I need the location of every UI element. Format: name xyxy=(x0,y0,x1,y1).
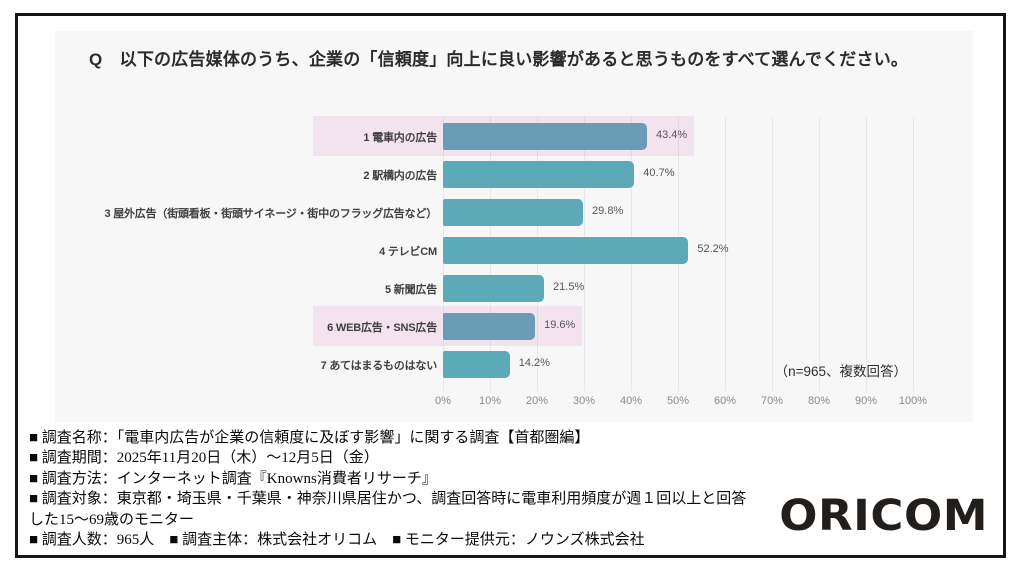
category-label: 3 屋外広告（街頭看板・街頭サイネージ・街中のフラッグ広告など） xyxy=(104,208,437,220)
x-axis-tick-label: 80% xyxy=(807,395,831,407)
bar-value-label: 19.6% xyxy=(544,319,576,331)
chart-panel xyxy=(55,31,973,422)
category-label: 4 テレビCM xyxy=(379,246,437,258)
x-axis-tick-label: 10% xyxy=(478,395,502,407)
footer-line: ■ 調査対象：東京都・埼玉県・千葉県・神奈川県居住かつ、調査回答時に電車利用頻度… xyxy=(29,491,747,508)
bar xyxy=(443,312,536,340)
x-axis-tick-label: 30% xyxy=(572,395,596,407)
bar-value-label: 29.8% xyxy=(592,205,624,217)
x-gridline xyxy=(772,117,773,391)
x-axis-tick-label: 70% xyxy=(760,395,784,407)
bar xyxy=(443,350,510,378)
x-axis-tick-label: 60% xyxy=(713,395,737,407)
x-gridline xyxy=(866,117,867,391)
footer-line: ■ 調査期間：2025年11月20日（木）～12月5日（金） xyxy=(29,450,379,467)
sample-size-note: （n=965、複数回答） xyxy=(774,364,907,379)
category-label: 6 WEB広告・SNS広告 xyxy=(327,322,437,334)
x-gridline xyxy=(913,117,914,391)
bar xyxy=(443,122,647,150)
footer-line: ■ 調査人数：965人 ■ 調査主体：株式会社オリコム ■ モニター提供元：ノウ… xyxy=(29,532,645,549)
x-axis-tick-label: 40% xyxy=(619,395,643,407)
category-label: 5 新聞広告 xyxy=(385,284,437,296)
category-label: 2 駅構内の広告 xyxy=(363,170,437,182)
bar xyxy=(443,236,689,264)
footer-line: ■ 調査方法：インターネット調査『Knowns消費者リサーチ』 xyxy=(29,470,437,487)
x-axis-tick-label: 50% xyxy=(666,395,690,407)
bar-value-label: 14.2% xyxy=(518,357,550,369)
footer-line: ■ 調査名称：「電車内広告が企業の信頼度に及ぼす影響」に関する調査【首都圏編】 xyxy=(29,430,590,446)
bar xyxy=(443,198,584,226)
category-label: 1 電車内の広告 xyxy=(363,132,437,144)
footer-line: した15～69歳のモニター xyxy=(29,511,195,528)
survey-details: ■ 調査名称：「電車内広告が企業の信頼度に及ぼす影響」に関する調査【首都圏編】 ■… xyxy=(29,428,989,550)
bar-value-label: 21.5% xyxy=(553,281,585,293)
bar-value-label: 40.7% xyxy=(643,167,675,179)
survey-question-title: Q 以下の広告媒体のうち、企業の「信頼度」向上に良い影響があると思うものをすべて… xyxy=(89,50,909,69)
x-gridline xyxy=(819,117,820,391)
oricom-logo: ORICOM xyxy=(779,490,988,541)
outer-border xyxy=(15,13,1006,558)
x-axis-tick-label: 90% xyxy=(854,395,878,407)
bar-value-label: 52.2% xyxy=(697,243,729,255)
bar xyxy=(443,160,635,188)
x-gridline xyxy=(725,117,726,391)
x-axis-tick-label: 20% xyxy=(525,395,549,407)
x-axis-tick-label: 100% xyxy=(898,395,928,407)
bar-value-label: 43.4% xyxy=(655,129,688,141)
x-axis-tick-label: 0% xyxy=(435,395,451,407)
bar xyxy=(443,274,545,302)
category-label: 7 あてはまるものはない xyxy=(320,360,438,372)
